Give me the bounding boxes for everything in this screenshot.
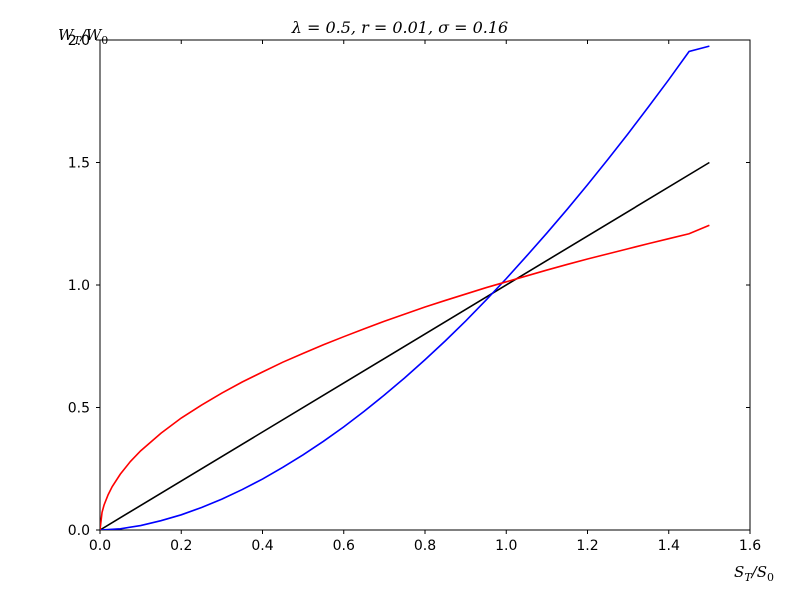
y-tick-label: 2.0: [68, 33, 90, 49]
series-black-linear: [100, 163, 709, 531]
x-tick-label: 0.8: [414, 538, 436, 554]
y-tick-label: 1.5: [68, 156, 90, 172]
y-tick-label: 1.0: [68, 278, 90, 294]
x-tick-label: 0.6: [333, 538, 355, 554]
x-tick-label: 0.0: [89, 538, 111, 554]
x-tick-label: 1.4: [658, 538, 680, 554]
plot-border: [100, 40, 750, 530]
x-tick-label: 1.2: [576, 538, 598, 554]
series-blue-convex: [100, 46, 709, 530]
chart-svg: 0.0 0.2 0.4 0.6 0.8 1.0 1.2 1.4 1.6 0.0 0.5 1.0 1.5 2…: [0, 0, 800, 600]
y-tick-label: 0.0: [68, 523, 90, 539]
y-tick-label: 0.5: [68, 401, 90, 417]
x-tick-label: 1.6: [739, 538, 761, 554]
chart-figure: λ = 0.5, r = 0.01, σ = 0.16 WT/W0 ST/S0 …: [0, 0, 800, 600]
x-tick-label: 0.4: [251, 538, 273, 554]
x-tick-label: 1.0: [495, 538, 517, 554]
x-tick-label: 0.2: [170, 538, 192, 554]
